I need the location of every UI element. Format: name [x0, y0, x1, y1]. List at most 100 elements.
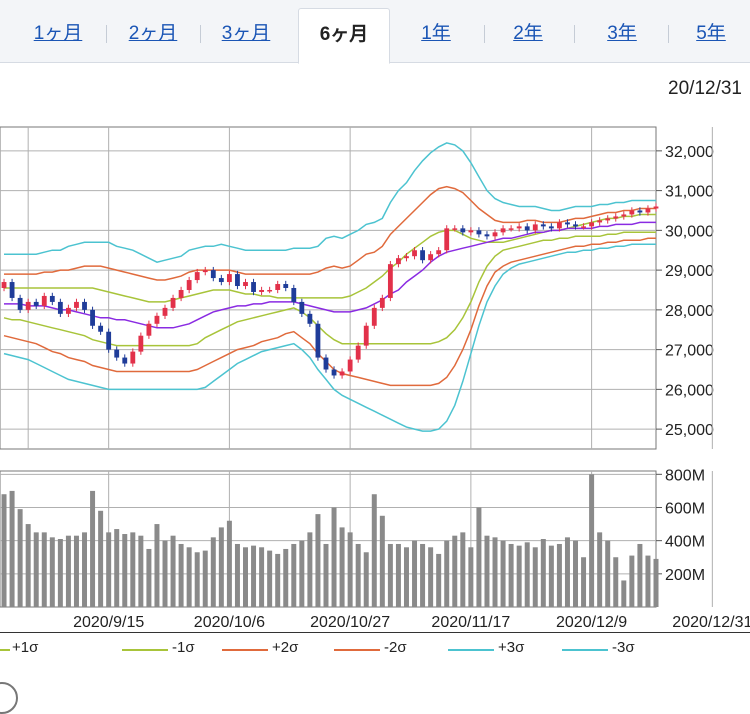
volume-bar [564, 537, 570, 607]
candle-body [291, 288, 297, 302]
volume-bar [178, 543, 184, 607]
tab-3[interactable]: 3ヶ月 [221, 23, 271, 44]
candle-body [476, 230, 482, 235]
volume-bar [508, 543, 514, 607]
tab-separator [574, 25, 575, 43]
legend-line [334, 649, 380, 651]
candle-body [307, 313, 313, 324]
candle-body [33, 301, 39, 306]
tab-8[interactable]: 5年 [696, 23, 726, 44]
volume-bar [162, 540, 168, 607]
candle-body [653, 206, 659, 209]
candle-body [532, 224, 538, 231]
plus-2-sigma-line [4, 185, 656, 281]
volume-bar [17, 509, 23, 607]
volume-bar [323, 543, 329, 607]
tab-7[interactable]: 3年 [607, 23, 637, 44]
candle-body [621, 214, 627, 217]
tab-5[interactable]: 1年 [421, 23, 451, 44]
moving-average-line [4, 221, 656, 329]
volume-bar [524, 542, 530, 607]
volume-bar [243, 547, 248, 607]
volume-bar [226, 520, 232, 607]
volume-bar [476, 507, 482, 607]
candle-body [339, 371, 345, 376]
tab-1[interactable]: 1ヶ月 [33, 23, 83, 44]
candle-body [597, 220, 603, 223]
volume-tick-label: 400M [665, 534, 705, 551]
volume-bar [371, 494, 377, 607]
candle-body [170, 297, 176, 308]
legend-line [562, 649, 608, 651]
candle-body [315, 323, 321, 358]
volume-bar [597, 532, 603, 607]
candle-body [259, 289, 265, 292]
volume-bar [73, 535, 79, 607]
volume-bar [436, 553, 442, 607]
volume-bar [573, 540, 579, 607]
candle-body [460, 228, 466, 233]
candle-body [178, 289, 184, 298]
candle-body [331, 369, 337, 376]
candle-body [645, 208, 651, 213]
price-tick-label: 30,000 [665, 223, 714, 240]
tab-6[interactable]: 2年 [513, 23, 543, 44]
volume-bar [299, 540, 305, 607]
candle-body [66, 307, 71, 314]
minus-3-sigma-line [3, 243, 656, 432]
price-tick-label: 29,000 [665, 263, 714, 280]
volume-bar [621, 580, 627, 607]
candle-body [154, 315, 160, 324]
candle-body [396, 258, 401, 265]
candle-body [243, 282, 248, 287]
tab-4[interactable]: 6ヶ月 [298, 8, 390, 64]
legend-item: -2σ [334, 639, 446, 659]
volume-bar [460, 532, 466, 607]
legend-line [0, 649, 10, 651]
candle-body [605, 218, 611, 221]
stock-chart: 25,000 26,000 27,000 28,000 29,000 30,000 31,0… [0, 126, 750, 631]
candle-body [283, 284, 289, 288]
volume-bar [114, 529, 120, 607]
legend-label: -2σ [384, 639, 407, 656]
candle-body [500, 228, 506, 233]
candle-body [452, 228, 458, 230]
chart-date-label: 20/12/31 [668, 78, 742, 99]
volume-bar [122, 534, 128, 607]
volume-bar [234, 543, 240, 607]
candle-body [162, 307, 168, 316]
candle-body [637, 210, 643, 213]
candle-body [516, 226, 522, 229]
legend-label: -1σ [172, 639, 195, 656]
candle-body [355, 345, 361, 360]
candle-body [468, 230, 474, 233]
volume-bar [412, 540, 418, 607]
candle-body [251, 282, 256, 292]
volume-bar [65, 535, 71, 607]
volume-bar [379, 515, 385, 607]
candle-body [379, 297, 385, 308]
candle-body [492, 232, 498, 237]
tab-separator [106, 25, 107, 43]
candle-body [9, 282, 15, 298]
legend-item: +2σ [222, 639, 334, 659]
candle-body [210, 270, 216, 279]
volume-bar [106, 532, 112, 607]
volume-bar [484, 535, 490, 607]
volume-bar [186, 547, 192, 607]
candle-body [420, 250, 425, 261]
volume-bar [49, 537, 55, 607]
candle-body [186, 280, 192, 290]
volume-bar [138, 535, 144, 607]
candle-body [299, 301, 305, 314]
volume-bar [613, 557, 619, 607]
volume-bar [9, 490, 15, 607]
candle-body [25, 301, 31, 310]
legend-line [122, 649, 168, 651]
volume-bar [170, 535, 176, 607]
candle-body [371, 307, 377, 326]
volume-bar [98, 510, 104, 607]
tab-2[interactable]: 2ヶ月 [128, 23, 178, 44]
legend-line [222, 649, 268, 651]
candle-body [412, 250, 417, 257]
